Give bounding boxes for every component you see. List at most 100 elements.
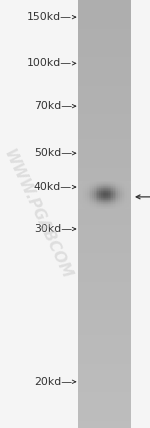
Bar	[117, 191, 118, 192]
Bar	[78, 425, 130, 428]
Bar	[125, 185, 127, 186]
Bar	[97, 208, 99, 209]
Bar	[110, 195, 111, 196]
Bar	[78, 195, 80, 196]
Text: 50kd—: 50kd—	[34, 148, 72, 158]
Bar	[97, 194, 99, 195]
Bar	[99, 207, 101, 208]
Bar	[87, 201, 88, 202]
Bar	[115, 204, 117, 205]
Bar	[127, 205, 129, 206]
Bar	[113, 181, 115, 182]
Bar	[94, 189, 96, 190]
Bar	[87, 187, 88, 188]
Bar	[101, 183, 102, 184]
Bar	[97, 183, 99, 184]
Bar	[83, 182, 85, 183]
Bar	[96, 198, 97, 199]
Bar	[113, 195, 115, 196]
Bar	[117, 196, 118, 197]
Bar	[97, 207, 99, 208]
Bar	[78, 407, 130, 410]
Bar	[106, 186, 108, 187]
Bar	[115, 201, 117, 202]
Bar	[125, 188, 127, 189]
Bar	[78, 314, 130, 318]
Bar	[99, 188, 101, 189]
Bar	[127, 207, 129, 208]
Bar	[78, 153, 130, 157]
Bar	[78, 335, 130, 339]
Bar	[117, 208, 118, 209]
Bar	[96, 186, 97, 187]
Bar	[85, 199, 87, 200]
Bar	[90, 194, 92, 195]
Bar	[127, 187, 129, 188]
Bar	[88, 181, 90, 182]
Bar	[81, 185, 83, 186]
Bar	[87, 185, 88, 186]
Bar	[94, 203, 96, 204]
Bar	[125, 201, 127, 202]
Bar	[111, 195, 113, 196]
Bar	[115, 205, 117, 206]
Bar	[90, 200, 92, 201]
Bar	[78, 21, 130, 25]
Bar	[83, 189, 85, 190]
Bar	[106, 193, 108, 194]
Bar	[125, 191, 127, 192]
Bar	[78, 360, 130, 364]
Bar	[129, 194, 130, 195]
Bar	[120, 197, 122, 198]
Bar	[115, 188, 117, 189]
Bar	[129, 191, 130, 192]
Bar	[123, 208, 125, 209]
Bar	[104, 200, 106, 201]
Bar	[92, 182, 94, 183]
Bar	[78, 396, 130, 399]
Bar	[92, 184, 94, 185]
Bar	[117, 188, 118, 189]
Bar	[101, 197, 102, 198]
Bar	[80, 206, 81, 207]
Text: 150kd—: 150kd—	[27, 12, 72, 22]
Bar	[125, 202, 127, 203]
Bar	[88, 203, 90, 204]
Bar	[87, 200, 88, 201]
Bar	[80, 188, 81, 189]
Bar	[102, 181, 104, 182]
Bar	[118, 181, 120, 182]
Bar	[87, 182, 88, 183]
Bar	[102, 203, 104, 204]
Bar	[94, 196, 96, 197]
Bar	[106, 183, 108, 184]
Bar	[104, 195, 106, 196]
Bar	[125, 196, 127, 197]
Bar	[85, 193, 87, 194]
Bar	[113, 201, 115, 202]
Bar	[96, 202, 97, 203]
Bar	[129, 203, 130, 204]
Bar	[122, 183, 123, 184]
Bar	[127, 194, 129, 195]
Bar	[96, 199, 97, 200]
Bar	[111, 202, 113, 203]
Bar	[108, 184, 109, 185]
Bar	[92, 207, 94, 208]
Bar	[106, 203, 108, 204]
Bar	[120, 182, 122, 183]
Bar	[111, 198, 113, 199]
Bar	[88, 201, 90, 202]
Bar	[78, 414, 130, 417]
Bar	[99, 193, 101, 194]
Bar	[94, 195, 96, 196]
Bar	[101, 194, 102, 195]
Bar	[123, 202, 125, 203]
Bar	[102, 194, 104, 195]
Bar	[78, 43, 130, 46]
Bar	[78, 321, 130, 324]
Bar	[88, 198, 90, 199]
Bar	[81, 195, 83, 196]
Bar	[90, 195, 92, 196]
Bar	[127, 181, 129, 182]
